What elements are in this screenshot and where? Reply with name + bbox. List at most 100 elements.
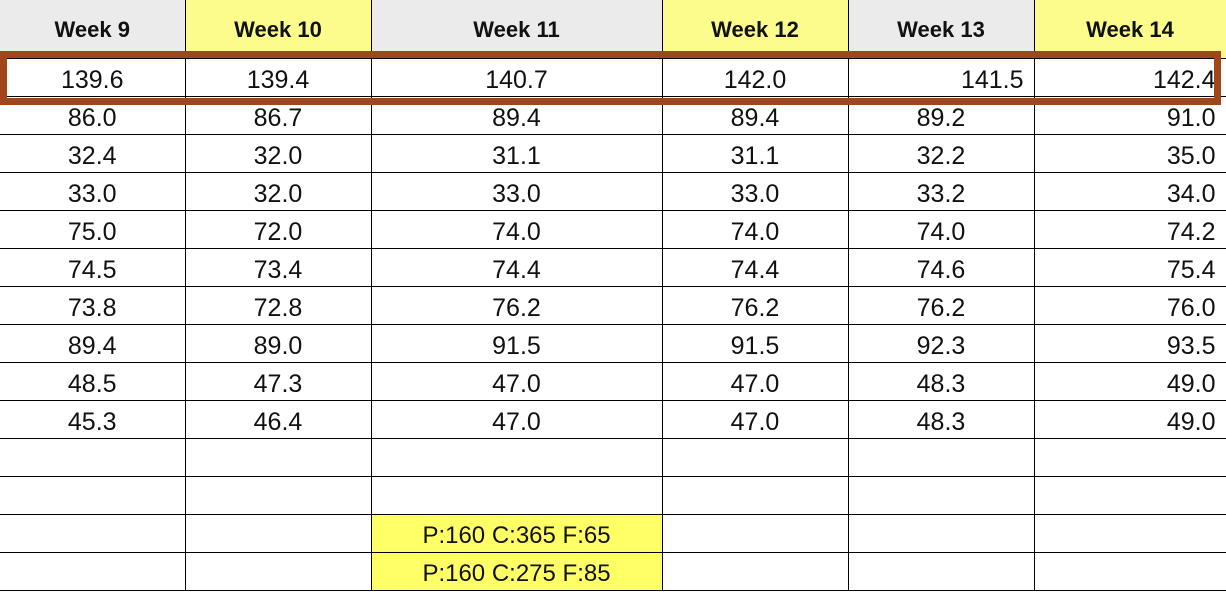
- empty-cell[interactable]: [847, 513, 1035, 553]
- empty-cell[interactable]: [1033, 437, 1226, 477]
- empty-cell[interactable]: [184, 437, 372, 477]
- table-cell[interactable]: 46.4: [184, 399, 372, 439]
- empty-cell[interactable]: [661, 475, 849, 515]
- table-cell[interactable]: 89.2: [847, 95, 1035, 135]
- table-cell[interactable]: 89.0: [184, 323, 372, 363]
- empty-cell[interactable]: [0, 513, 186, 553]
- column-header-week-13[interactable]: Week 13: [847, 0, 1035, 59]
- table-cell[interactable]: 76.2: [847, 285, 1035, 325]
- table-cell[interactable]: 91.0: [1033, 95, 1226, 135]
- macro-note-cell[interactable]: P:160 C:365 F:65: [370, 513, 663, 553]
- table-cell[interactable]: 92.3: [847, 323, 1035, 363]
- column-header-week-10[interactable]: Week 10: [184, 0, 372, 59]
- table-cell[interactable]: 74.0: [847, 209, 1035, 249]
- empty-cell[interactable]: [0, 437, 186, 477]
- table-cell[interactable]: 74.4: [370, 247, 663, 287]
- table-cell[interactable]: 140.7: [370, 57, 663, 97]
- table-cell[interactable]: 33.0: [370, 171, 663, 211]
- table-cell[interactable]: 47.0: [661, 399, 849, 439]
- table-cell[interactable]: 32.2: [847, 133, 1035, 173]
- table-cell[interactable]: 32.0: [184, 171, 372, 211]
- table-cell[interactable]: 48.3: [847, 361, 1035, 401]
- column-header-week-12[interactable]: Week 12: [661, 0, 849, 59]
- table-cell[interactable]: 74.5: [0, 247, 186, 287]
- table-cell[interactable]: 33.2: [847, 171, 1035, 211]
- empty-row: [0, 437, 1226, 477]
- table-cell[interactable]: 47.0: [370, 399, 663, 439]
- empty-cell[interactable]: [0, 551, 186, 591]
- table-cell[interactable]: 31.1: [661, 133, 849, 173]
- table-cell[interactable]: 49.0: [1033, 361, 1226, 401]
- empty-cell[interactable]: [847, 551, 1035, 591]
- note-row: P:160 C:365 F:65: [0, 513, 1226, 553]
- empty-cell[interactable]: [184, 551, 372, 591]
- table-cell[interactable]: 74.4: [661, 247, 849, 287]
- table-cell[interactable]: 89.4: [661, 95, 849, 135]
- table-row: 86.0 86.7 89.4 89.4 89.2 91.0: [0, 95, 1226, 135]
- macro-note-cell[interactable]: P:160 C:275 F:85: [370, 551, 663, 591]
- empty-cell[interactable]: [661, 437, 849, 477]
- table-cell[interactable]: 89.4: [0, 323, 186, 363]
- table-cell[interactable]: 32.4: [0, 133, 186, 173]
- table-cell[interactable]: 32.0: [184, 133, 372, 173]
- table-cell[interactable]: 48.3: [847, 399, 1035, 439]
- table-cell[interactable]: 91.5: [370, 323, 663, 363]
- table-cell[interactable]: 72.0: [184, 209, 372, 249]
- column-header-week-11[interactable]: Week 11: [370, 0, 663, 59]
- table-cell[interactable]: 31.1: [370, 133, 663, 173]
- table-cell[interactable]: 75.4: [1033, 247, 1226, 287]
- table-row: 45.3 46.4 47.0 47.0 48.3 49.0: [0, 399, 1226, 439]
- table-cell[interactable]: 75.0: [0, 209, 186, 249]
- table-cell[interactable]: 48.5: [0, 361, 186, 401]
- empty-cell[interactable]: [847, 475, 1035, 515]
- empty-cell[interactable]: [184, 475, 372, 515]
- table-cell[interactable]: 76.0: [1033, 285, 1226, 325]
- empty-cell[interactable]: [847, 437, 1035, 477]
- table-cell[interactable]: 45.3: [0, 399, 186, 439]
- column-header-week-14[interactable]: Week 14: [1033, 0, 1226, 59]
- table-cell[interactable]: 76.2: [370, 285, 663, 325]
- table-cell[interactable]: 86.0: [0, 95, 186, 135]
- table-cell[interactable]: 91.5: [661, 323, 849, 363]
- table-cell[interactable]: 74.0: [370, 209, 663, 249]
- table-cell[interactable]: 33.0: [0, 171, 186, 211]
- table-cell[interactable]: 86.7: [184, 95, 372, 135]
- table-cell[interactable]: 47.0: [661, 361, 849, 401]
- empty-cell[interactable]: [1033, 475, 1226, 515]
- table-cell[interactable]: 142.4: [1033, 57, 1226, 97]
- table-row: 139.6 139.4 140.7 142.0 141.5 142.4: [0, 57, 1226, 97]
- table-cell[interactable]: 142.0: [661, 57, 849, 97]
- table-cell[interactable]: 35.0: [1033, 133, 1226, 173]
- table-cell[interactable]: 74.6: [847, 247, 1035, 287]
- table-cell[interactable]: 89.4: [370, 95, 663, 135]
- table-cell[interactable]: 47.0: [370, 361, 663, 401]
- table-cell[interactable]: 74.2: [1033, 209, 1226, 249]
- table-cell[interactable]: 76.2: [661, 285, 849, 325]
- table-cell[interactable]: 33.0: [661, 171, 849, 211]
- table-cell[interactable]: 141.5: [847, 57, 1035, 97]
- table-cell[interactable]: 93.5: [1033, 323, 1226, 363]
- column-header-week-9[interactable]: Week 9: [0, 0, 186, 59]
- table-row: 75.0 72.0 74.0 74.0 74.0 74.2: [0, 209, 1226, 249]
- table-cell[interactable]: 73.8: [0, 285, 186, 325]
- table-cell[interactable]: 72.8: [184, 285, 372, 325]
- empty-cell[interactable]: [370, 437, 663, 477]
- empty-cell[interactable]: [661, 513, 849, 553]
- table-row: 89.4 89.0 91.5 91.5 92.3 93.5: [0, 323, 1226, 363]
- table-cell[interactable]: 74.0: [661, 209, 849, 249]
- empty-cell[interactable]: [1033, 551, 1226, 591]
- table-row: 32.4 32.0 31.1 31.1 32.2 35.0: [0, 133, 1226, 173]
- table-cell[interactable]: 73.4: [184, 247, 372, 287]
- empty-cell[interactable]: [661, 551, 849, 591]
- note-row: P:160 C:275 F:85: [0, 551, 1226, 591]
- empty-cell[interactable]: [184, 513, 372, 553]
- table-cell[interactable]: 139.6: [0, 57, 186, 97]
- empty-cell[interactable]: [1033, 513, 1226, 553]
- table-cell[interactable]: 49.0: [1033, 399, 1226, 439]
- table-cell[interactable]: 47.3: [184, 361, 372, 401]
- empty-cell[interactable]: [0, 475, 186, 515]
- table-cell[interactable]: 139.4: [184, 57, 372, 97]
- empty-cell[interactable]: [370, 475, 663, 515]
- table-cell[interactable]: 34.0: [1033, 171, 1226, 211]
